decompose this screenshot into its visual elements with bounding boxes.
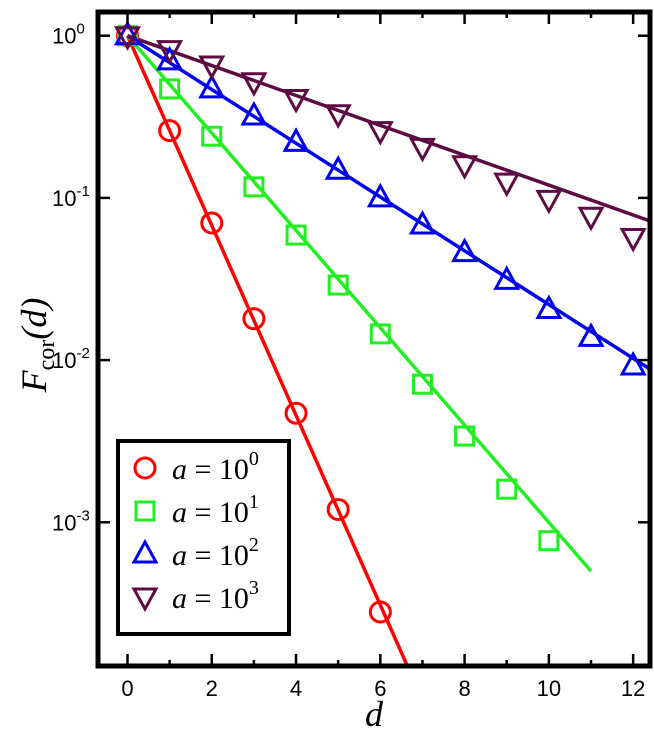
data-point-series-3-10 <box>535 189 563 215</box>
y-tick-label: 10-2 <box>52 345 90 373</box>
data-point-series-3-11 <box>577 206 605 232</box>
data-markers <box>113 20 647 624</box>
data-point-series-3-2 <box>198 55 226 81</box>
legend-label-series-1: a = 101 <box>172 491 259 529</box>
fit-line-series-0 <box>125 34 410 666</box>
x-tick-label: 10 <box>537 676 561 701</box>
data-point-series-1-1 <box>159 78 181 100</box>
x-tick-label: 6 <box>374 676 386 701</box>
legend-label-series-0: a = 100 <box>172 448 259 486</box>
data-point-series-3-7 <box>408 137 436 163</box>
data-point-series-2-11 <box>577 322 605 347</box>
data-point-series-3-3 <box>240 72 268 97</box>
data-point-series-0-4 <box>284 401 308 425</box>
legend-label-var: a <box>172 582 187 615</box>
data-point-series-3-12 <box>619 227 647 253</box>
data-point-series-2-9 <box>493 265 521 290</box>
data-point-series-3-6 <box>366 121 394 146</box>
data-point-series-1-6 <box>369 323 391 345</box>
legend-box <box>116 439 291 636</box>
data-point-series-2-0 <box>113 20 142 46</box>
y-tick-label-exp: 0 <box>76 21 84 38</box>
y-tick-label-base: 10 <box>52 348 76 373</box>
data-point-series-0-5 <box>326 497 350 521</box>
data-point-series-2-5 <box>324 155 352 180</box>
data-point-series-3-0 <box>113 26 142 51</box>
legend-label-exp: 3 <box>249 577 259 599</box>
data-point-series-0-1 <box>158 119 182 143</box>
y-tick-label: 10-1 <box>52 183 90 211</box>
data-point-series-1-8 <box>454 425 476 447</box>
x-tick-label: 0 <box>121 676 133 701</box>
data-point-series-2-7 <box>408 209 436 235</box>
data-point-series-2-1 <box>156 45 184 71</box>
x-tick-label: 8 <box>458 676 470 701</box>
y-axis-title-main: F <box>14 369 54 393</box>
data-point-series-3-1 <box>156 40 184 65</box>
y-axis-title-sub: cor <box>34 340 60 371</box>
legend-marker-series-2 <box>131 538 159 564</box>
legend-marker-series-0 <box>133 456 157 480</box>
legend-label-series-3: a = 103 <box>172 577 259 615</box>
legend-label-exp: 1 <box>249 491 259 513</box>
data-point-series-2-4 <box>282 127 310 152</box>
data-point-series-2-10 <box>535 294 563 320</box>
data-point-series-1-2 <box>201 125 223 147</box>
y-tick-label-base: 10 <box>52 24 76 49</box>
x-tick-label: 12 <box>621 676 645 701</box>
data-point-series-3-4 <box>282 89 310 114</box>
data-point-series-0-2 <box>200 211 224 235</box>
data-point-series-1-4 <box>285 224 307 246</box>
y-tick-label-exp: -3 <box>76 507 89 524</box>
fit-line-series-1 <box>126 34 593 573</box>
legend-marker-series-1 <box>134 500 156 522</box>
legend-label-eq: = 10 <box>187 539 249 572</box>
y-tick-label-exp: -2 <box>76 345 89 362</box>
data-point-series-1-3 <box>243 176 265 198</box>
data-point-series-1-10 <box>538 530 560 552</box>
x-tick-label: 2 <box>206 676 218 701</box>
legend-label-var: a <box>172 453 187 486</box>
legend-label-exp: 0 <box>249 448 259 470</box>
data-point-series-3-9 <box>493 172 521 198</box>
data-point-series-1-7 <box>411 373 433 395</box>
x-tick-labels: 0 2 4 6 8 10 12 <box>121 676 645 701</box>
plot-frame <box>95 9 653 669</box>
legend-label-eq: = 10 <box>187 496 249 529</box>
legend-label-exp: 2 <box>249 534 259 556</box>
data-point-series-2-8 <box>451 237 479 263</box>
y-tick-label-exp: -1 <box>76 183 89 200</box>
legend-label-var: a <box>172 539 187 572</box>
legend-label-var: a <box>172 496 187 529</box>
data-point-series-1-5 <box>327 274 349 296</box>
data-point-series-2-3 <box>240 100 268 126</box>
y-tick-label-base: 10 <box>52 510 76 535</box>
data-point-series-1-9 <box>496 478 518 500</box>
legend-label-series-2: a = 102 <box>172 534 259 572</box>
data-point-series-0-3 <box>242 307 266 331</box>
legend-label-eq: = 10 <box>187 453 249 486</box>
y-tick-label-base: 10 <box>52 186 76 211</box>
y-tick-label: 100 <box>52 21 85 49</box>
x-tick-label: 4 <box>290 676 302 701</box>
legend-marker-series-3 <box>131 587 159 613</box>
data-point-series-3-8 <box>451 155 479 180</box>
data-point-series-2-6 <box>366 182 394 208</box>
data-point-series-3-5 <box>324 104 352 129</box>
y-axis-title-arg: (d) <box>14 298 54 340</box>
y-axis-title: Fcor(d) <box>14 298 60 394</box>
legend-label-eq: = 10 <box>187 582 249 615</box>
y-tick-label: 10-3 <box>52 507 90 535</box>
data-point-series-0-6 <box>368 600 392 624</box>
x-axis-title: d <box>365 694 384 732</box>
data-point-series-2-2 <box>198 73 226 99</box>
data-point-series-2-12 <box>619 350 647 376</box>
